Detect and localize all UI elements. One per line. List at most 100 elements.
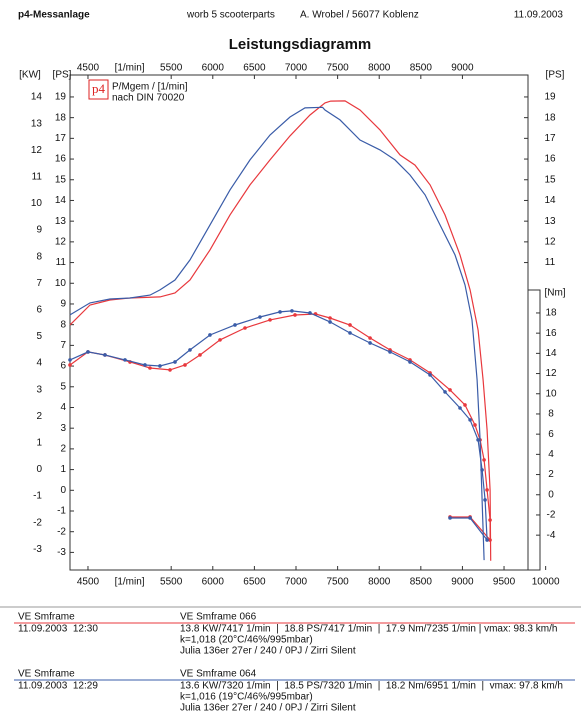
run-date: 11.09.2003 12:30: [18, 624, 98, 635]
ps-tick-label: 14: [55, 195, 67, 206]
kw-tick-label: 12: [31, 145, 43, 156]
ps-tick-label: 7: [60, 340, 66, 351]
torque-line: [69, 313, 491, 542]
kw-tick-label: 6: [36, 305, 42, 316]
series-name: VE Smframe 064: [180, 669, 257, 680]
nm-tick-label: 2: [548, 469, 554, 480]
x-tick-label: 9500: [493, 577, 516, 588]
series-name: VE Smframe 066: [180, 612, 257, 623]
ps-tick-label: 2: [60, 444, 66, 455]
ps-tick-label: 19: [544, 92, 556, 103]
run-stats: 13.8 KW/7417 1/min | 18.8 PS/7417 1/min …: [180, 624, 557, 635]
x-tick-label: 8000: [368, 63, 391, 74]
kw-tick-label: -2: [33, 517, 42, 528]
kw-tick-label: 5: [36, 331, 42, 342]
ps-tick-label: 11: [56, 257, 67, 268]
x-tick-label: 6500: [243, 63, 266, 74]
ps-tick-label: 13: [544, 216, 556, 227]
torque-point: [218, 338, 222, 342]
run-k: k=1,016 (19°C/46%/995mbar): [180, 692, 313, 703]
x-tick-label: 4500: [77, 577, 100, 588]
torque-point: [482, 458, 486, 462]
torque-point: [208, 333, 212, 337]
ps-tick-label: 18: [55, 112, 67, 123]
torque-point: [473, 423, 477, 427]
run-stats: 13.6 KW/7320 1/min | 18.5 PS/7320 1/min …: [180, 681, 563, 692]
torque-point: [488, 518, 492, 522]
torque-point: [188, 348, 192, 352]
x-tick-label: 4500: [77, 63, 100, 74]
torque-point: [308, 311, 312, 315]
x-tick-label: 8500: [410, 577, 433, 588]
torque-point: [428, 373, 432, 377]
legend-text: P/Mgem / [1/min]: [112, 82, 188, 93]
torque-point: [408, 360, 412, 364]
torque-point: [158, 364, 162, 368]
torque-point: [328, 320, 332, 324]
torque-point: [388, 350, 392, 354]
ps-tick-label: -2: [57, 526, 66, 537]
ps-tick-label: 12: [544, 237, 556, 248]
torque-point: [480, 468, 484, 472]
torque-point: [148, 366, 152, 370]
torque-point: [68, 363, 72, 367]
kw-tick-label: 8: [36, 251, 42, 262]
x-tick-label: 6000: [202, 577, 225, 588]
plot-frame: [69, 74, 529, 571]
nm-tick-label: 12: [545, 368, 557, 379]
x-tick-label: 7000: [285, 63, 308, 74]
x-tick-label: 9000: [451, 63, 474, 74]
run-setup: Julia 136er 27er / 240 / 0PJ / Zirri Sil…: [180, 646, 356, 657]
torque-point: [368, 341, 372, 345]
kw-tick-label: 9: [36, 225, 42, 236]
nm-tick-label: 0: [548, 489, 554, 500]
torque-point: [293, 313, 297, 317]
x-tick-label: 5500: [160, 63, 183, 74]
axis-unit: [PS]: [546, 70, 565, 81]
nm-tick-label: 10: [545, 388, 557, 399]
kw-tick-label: 11: [32, 172, 43, 183]
torque-line: [69, 310, 488, 542]
nm-tick-label: -4: [547, 530, 556, 541]
ps-tick-label: 16: [544, 154, 556, 165]
kw-tick-label: 1: [36, 437, 42, 448]
ps-tick-label: 10: [55, 278, 67, 289]
x-unit: [1/min]: [115, 577, 145, 588]
power-line: [69, 106, 485, 561]
ps-tick-label: -3: [57, 547, 66, 558]
torque-point: [173, 360, 177, 364]
kw-tick-label: 13: [31, 118, 43, 129]
logo: p4: [92, 81, 106, 96]
torque-point: [368, 336, 372, 340]
run-label: VE Smframe: [18, 669, 75, 680]
torque-point: [258, 315, 262, 319]
torque-point: [485, 538, 489, 542]
ps-tick-label: 17: [55, 133, 67, 144]
x-tick-label: 10000: [532, 577, 560, 588]
kw-tick-label: 0: [36, 464, 42, 475]
torque-point: [488, 538, 492, 542]
torque-point: [468, 418, 472, 422]
ps-tick-label: 1: [60, 464, 66, 475]
torque-point: [198, 353, 202, 357]
ps-tick-label: 15: [55, 174, 67, 185]
ps-tick-label: 3: [60, 423, 66, 434]
x-tick-label: 9000: [451, 577, 474, 588]
nm-tick-label: 16: [545, 328, 557, 339]
torque-point: [448, 516, 452, 520]
torque-point: [328, 316, 332, 320]
kw-tick-label: -1: [33, 491, 42, 502]
run-label: VE Smframe: [18, 612, 75, 623]
kw-tick-label: 7: [36, 278, 42, 289]
header-center: A. Wrobel / 56077 Koblenz: [300, 10, 419, 21]
x-tick-label: 6500: [243, 577, 266, 588]
ps-tick-label: 9: [60, 299, 66, 310]
torque-point: [233, 323, 237, 327]
power-line: [69, 100, 492, 561]
x-tick-label: 7500: [326, 63, 349, 74]
header-left: p4-Messanlage: [18, 10, 90, 21]
kw-tick-label: 2: [36, 411, 42, 422]
torque-point: [483, 498, 487, 502]
nm-tick-label: 14: [545, 348, 557, 359]
ps-tick-label: 5: [60, 381, 66, 392]
